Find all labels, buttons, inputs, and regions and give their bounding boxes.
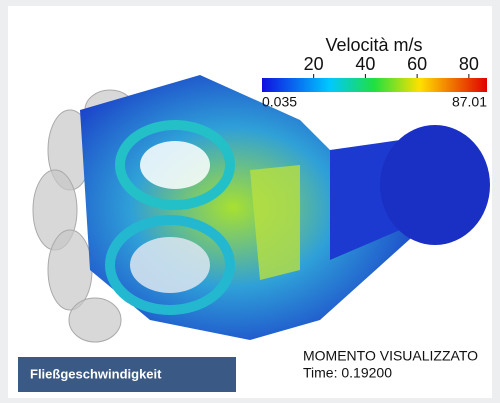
annotation-time: Time: 0.19200 [303, 365, 392, 381]
tick-label: 60 [407, 54, 427, 74]
colorbar-min: 0.035 [262, 94, 297, 110]
annotation-title: MOMENTO VISUALIZZATO [303, 348, 478, 364]
caption: Fließgeschwindigkeit [30, 366, 162, 381]
colorbar [262, 78, 487, 92]
caption-box [18, 357, 236, 392]
model-render [32, 75, 490, 343]
tick-label: 20 [304, 54, 324, 74]
colorbar-ticks: 20 40 60 80 [304, 54, 479, 78]
tick-label: 80 [459, 54, 479, 74]
tick-label: 40 [355, 54, 375, 74]
colorbar-title: Velocità m/s [325, 35, 422, 55]
colorbar-max: 87.01 [452, 94, 487, 110]
